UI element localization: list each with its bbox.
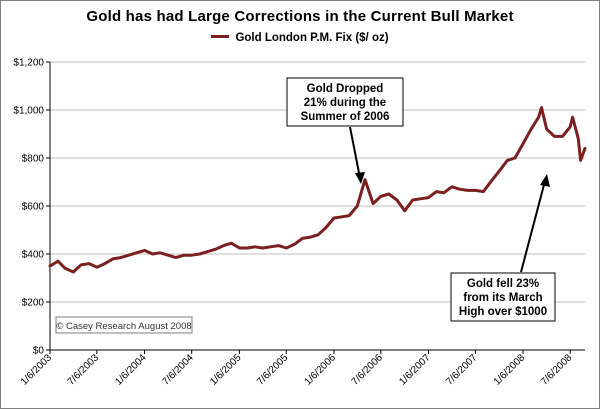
annotation-text: from its March (463, 292, 542, 304)
y-tick-label: $1,200 (13, 58, 44, 69)
series-line (48, 106, 587, 274)
legend: Gold London P.M. Fix ($/ oz) (0, 32, 600, 44)
x-tick-label: 7/6/2006 (350, 352, 386, 388)
x-tick-label: 7/6/2008 (539, 352, 575, 388)
legend-label: Gold London P.M. Fix ($/ oz) (235, 32, 389, 44)
x-tick-label: 1/6/2004 (113, 352, 149, 388)
annotation-text: 21% during the (304, 97, 386, 109)
annotations: Gold Dropped 21% during the Summer of 2006… (286, 77, 556, 322)
legend-swatch (211, 35, 230, 39)
annotation-text: Summer of 2006 (301, 111, 390, 123)
x-tick-label: 1/6/2003 (19, 352, 55, 388)
x-tick-label: 7/6/2005 (255, 352, 291, 388)
watermark-text: © Casey Research August 2008 (56, 321, 191, 332)
annotation-arrow (349, 126, 361, 179)
y-tick-label: $1,000 (13, 106, 44, 117)
x-tick-label: 7/6/2004 (161, 352, 197, 388)
chart-title: Gold has had Large Corrections in the Cu… (86, 8, 514, 25)
x-tick-label: 1/6/2006 (303, 352, 339, 388)
x-tick-label: 1/6/2008 (492, 352, 528, 388)
annotation-arrow (520, 180, 546, 273)
y-axis-ticks: $0 $200 $400 $600 $800 $1,000 $1,200 (13, 58, 50, 357)
arrowhead (355, 172, 365, 184)
x-tick-label: 7/6/2007 (444, 352, 480, 388)
y-tick-label: $600 (22, 202, 45, 213)
y-tick-label: $0 (33, 346, 45, 357)
x-axis-ticks: 1/6/2003 7/6/2003 1/6/2004 7/6/2004 1/6/2005… (19, 350, 575, 388)
x-tick-label: 1/6/2007 (397, 352, 433, 388)
annotation-text: High over $1000 (459, 306, 547, 318)
watermark-group: © Casey Research August 2008 (55, 316, 193, 334)
annotation-box (450, 272, 556, 322)
annotation-box (286, 77, 404, 127)
watermark-box (55, 316, 193, 334)
x-tick-label: 1/6/2005 (208, 352, 244, 388)
annotation-text: Gold Dropped (307, 83, 384, 95)
series-group (48, 106, 587, 274)
y-tick-label: $400 (22, 250, 45, 261)
annotation-text: Gold fell 23% (467, 278, 539, 290)
arrowhead (540, 174, 550, 187)
y-tick-label: $800 (22, 154, 45, 165)
y-tick-label: $200 (22, 298, 45, 309)
x-tick-label: 7/6/2003 (66, 352, 102, 388)
